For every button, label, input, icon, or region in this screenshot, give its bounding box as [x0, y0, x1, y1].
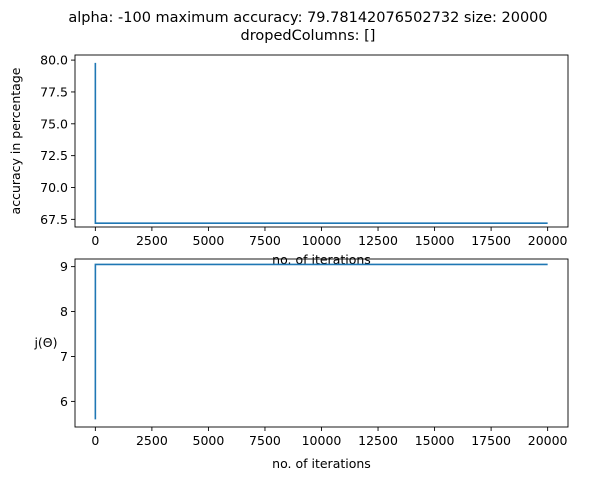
plot-frame [74, 258, 569, 428]
x-tick-label: 5000 [193, 433, 225, 448]
x-tick-label: 10000 [302, 433, 342, 448]
cost-plot: 0 2500 5000 7500 10000 12500 15000 17500 20000 6 7… [33, 258, 569, 471]
y-tick-label: 6 [60, 394, 68, 409]
x-tick-label: 15000 [415, 433, 455, 448]
y-axis-label: accuracy in percentage [8, 67, 23, 214]
x-tick-label: 12500 [358, 233, 398, 248]
x-tick-label: 10000 [302, 233, 342, 248]
series-line-0 [94, 263, 548, 420]
x-tick-label: 0 [91, 233, 99, 248]
x-tick-label: 2500 [136, 233, 168, 248]
series-line-0 [94, 62, 548, 224]
plot-frame [74, 54, 569, 228]
figure-title-line2: dropedColumns: [] [241, 28, 376, 44]
y-tick-label: 67.5 [40, 212, 68, 227]
x-axis-label: no. of iterations [272, 252, 371, 267]
y-tick-label: 8 [60, 304, 68, 319]
y-tick-label: 77.5 [40, 84, 68, 99]
x-tick-label: 12500 [358, 433, 398, 448]
figure-title-line1: alpha: -100 maximum accuracy: 79.7814207… [68, 10, 547, 26]
x-tick-label: 0 [91, 433, 99, 448]
y-axis-label: j(Θ) [33, 335, 57, 350]
x-tick-label: 7500 [249, 433, 281, 448]
accuracy-plot: 0 2500 5000 7500 10000 12500 15000 17500 20000 67… [8, 53, 569, 267]
x-tick-label: 2500 [136, 433, 168, 448]
y-tick-label: 70.0 [40, 180, 68, 195]
x-axis-label: no. of iterations [272, 456, 371, 471]
x-tick-label: 15000 [415, 233, 455, 248]
x-tick-label: 20000 [528, 233, 568, 248]
y-tick-label: 9 [60, 259, 68, 274]
x-tick-label: 17500 [471, 233, 511, 248]
y-tick-label: 7 [60, 349, 68, 364]
x-tick-label: 7500 [249, 233, 281, 248]
x-tick-label: 17500 [471, 433, 511, 448]
y-tick-label: 75.0 [40, 116, 68, 131]
x-tick-label: 20000 [528, 433, 568, 448]
y-tick-label: 80.0 [40, 53, 68, 68]
y-tick-label: 72.5 [40, 148, 68, 163]
x-tick-label: 5000 [193, 233, 225, 248]
